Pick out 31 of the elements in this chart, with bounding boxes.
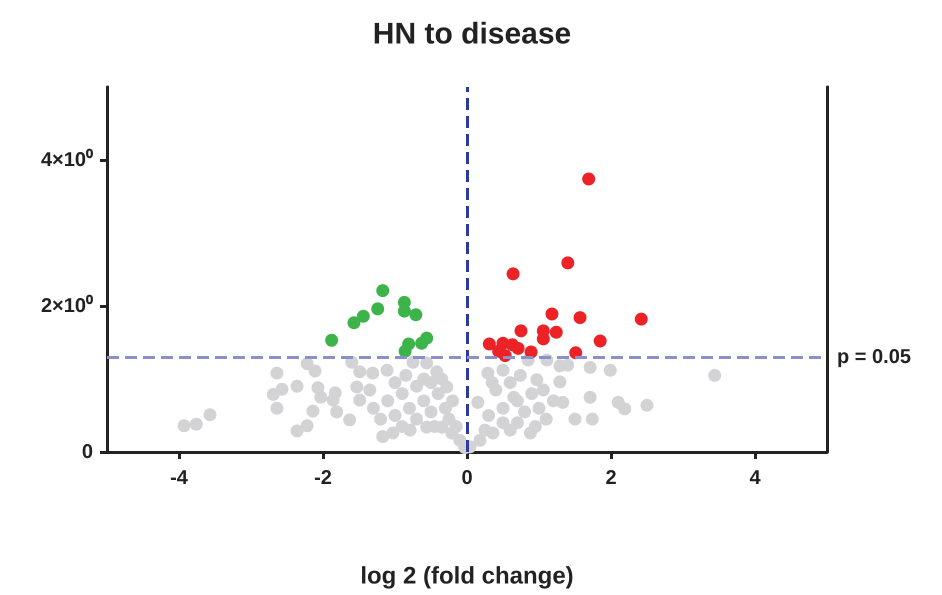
y-tick-label: 2×10⁰: [40, 294, 93, 317]
point: [545, 308, 558, 321]
point: [371, 302, 384, 316]
point: [561, 256, 574, 270]
chart-title: HN to disease: [372, 18, 572, 50]
point: [376, 284, 390, 298]
x-tick-label: 0: [461, 467, 473, 489]
point: [356, 310, 370, 323]
x-tick-label: 2: [605, 467, 617, 489]
point: [574, 311, 587, 324]
y-tick-label: 4×10⁰: [40, 148, 93, 171]
point: [594, 334, 607, 348]
x-axis-title: log 2 (fold change): [360, 562, 574, 590]
point: [347, 316, 360, 330]
point: [512, 342, 525, 355]
x-tick-label: -4: [170, 467, 189, 489]
point: [634, 312, 648, 326]
point: [415, 336, 428, 350]
text: p = 0.05: [837, 346, 911, 368]
point: [514, 324, 528, 338]
point: [409, 308, 422, 322]
point: [582, 172, 596, 186]
point: [550, 326, 563, 339]
y-tick-label: 0: [82, 441, 93, 463]
point: [398, 304, 411, 318]
point: [325, 334, 338, 347]
point: [506, 267, 520, 280]
x-tick-label: 4: [749, 467, 762, 489]
point: [482, 337, 496, 350]
point: [398, 344, 412, 358]
x-tick-label: -2: [314, 467, 332, 489]
